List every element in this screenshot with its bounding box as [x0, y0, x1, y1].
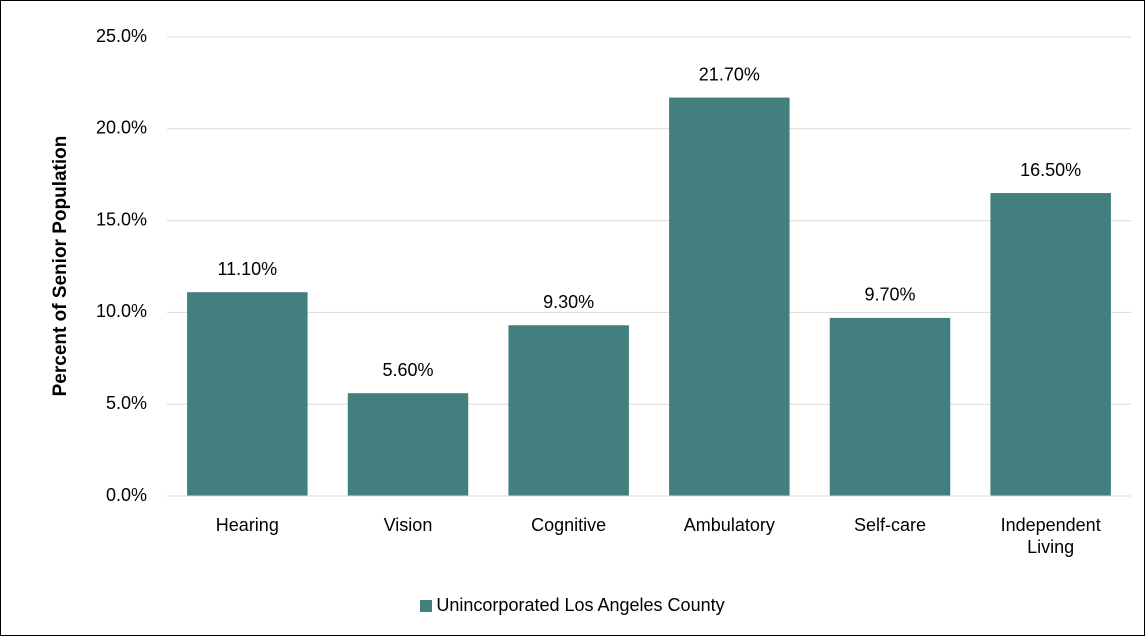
y-tick-label: 5.0%: [106, 393, 147, 413]
bar: [187, 292, 308, 496]
legend: Unincorporated Los Angeles County: [1, 595, 1144, 616]
legend-swatch: [420, 599, 433, 612]
x-tick-label: Cognitive: [531, 515, 607, 535]
bar: [669, 97, 790, 496]
y-tick-label: 25.0%: [96, 26, 147, 46]
y-tick-label: 15.0%: [96, 209, 147, 229]
x-tick-label: Vision: [383, 515, 433, 535]
y-tick-label: 10.0%: [96, 301, 147, 321]
x-tick-label: Independent Living: [1000, 515, 1101, 557]
bar: [990, 193, 1111, 496]
bar: [829, 317, 951, 496]
y-tick-label: 0.0%: [106, 485, 147, 505]
y-tick-label: 20.0%: [96, 118, 147, 138]
data-label: 11.10%: [217, 259, 277, 279]
data-label: 9.30%: [543, 292, 594, 312]
data-label: 5.60%: [382, 360, 433, 380]
y-axis-label: Percent of Senior Population: [50, 136, 71, 397]
bar: [508, 325, 629, 496]
x-tick-label: Self-care: [853, 515, 926, 535]
data-label: 16.50%: [1020, 160, 1081, 180]
legend-label: Unincorporated Los Angeles County: [436, 595, 725, 615]
x-tick-label: Hearing: [215, 515, 279, 535]
data-label: 9.70%: [864, 285, 915, 305]
x-tick-label: Ambulatory: [683, 515, 775, 535]
data-label: 21.70%: [699, 64, 760, 84]
bar: [347, 393, 469, 496]
